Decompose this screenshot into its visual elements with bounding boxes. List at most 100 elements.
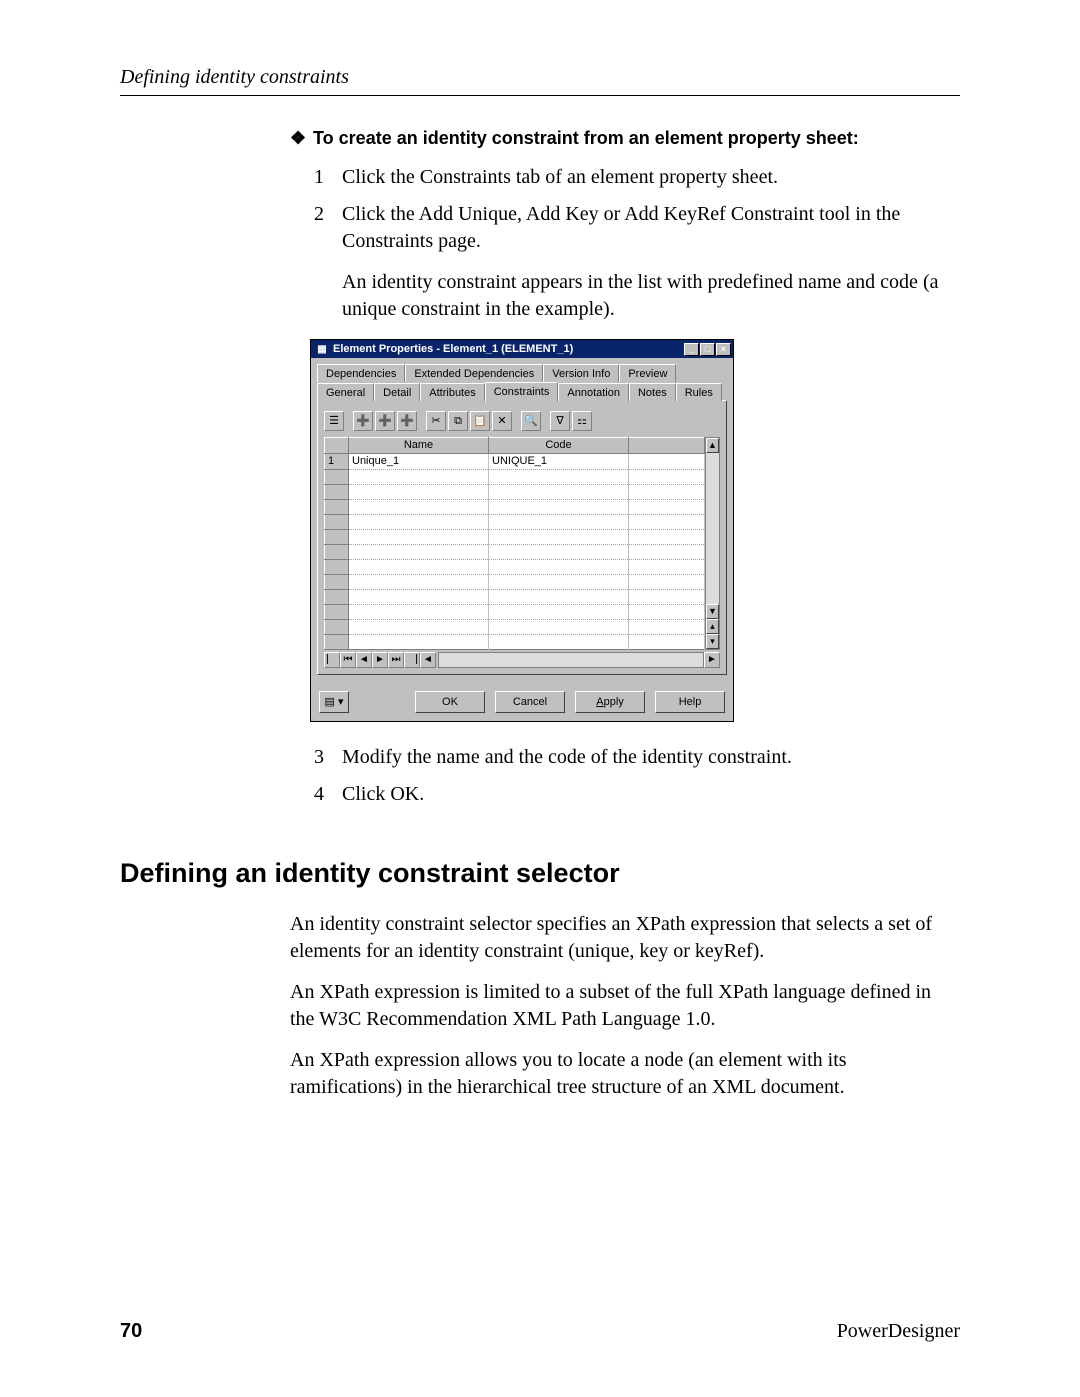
cell-code[interactable]: UNIQUE_1: [489, 454, 629, 470]
tab-rules[interactable]: Rules: [676, 383, 722, 401]
add-unique-icon[interactable]: ➕: [353, 411, 373, 431]
constraints-toolbar: ☰ ➕ ➕ ➕ ✂ ⧉ 📋 ✕ 🔍: [324, 409, 720, 437]
row-header-corner: [325, 438, 349, 454]
delete-icon[interactable]: ✕: [492, 411, 512, 431]
ok-button[interactable]: OK: [415, 691, 485, 713]
page-footer: 70 PowerDesigner: [120, 1320, 960, 1343]
tab-notes[interactable]: Notes: [629, 383, 676, 401]
table-row[interactable]: [325, 514, 705, 529]
step-item: 2 Click the Add Unique, Add Key or Add K…: [314, 201, 960, 255]
cell-name[interactable]: Unique_1: [349, 454, 489, 470]
step-list-1: 1 Click the Constraints tab of an elemen…: [314, 164, 960, 255]
constraints-grid[interactable]: Name Code 1 Unique_1 UNIQUE_1: [324, 437, 705, 650]
scroll-bottom-icon[interactable]: ▾: [706, 634, 719, 649]
table-row[interactable]: [325, 574, 705, 589]
prev-record-icon[interactable]: ◄: [356, 652, 372, 668]
tab-attributes[interactable]: Attributes: [420, 383, 484, 401]
tab-version-info[interactable]: Version Info: [543, 364, 619, 382]
tab-preview[interactable]: Preview: [619, 364, 676, 382]
step-number: 3: [314, 744, 342, 771]
customize-columns-icon[interactable]: ⚏: [572, 411, 592, 431]
tab-general[interactable]: General: [317, 383, 374, 401]
table-row[interactable]: [325, 604, 705, 619]
step-text: Click OK.: [342, 781, 424, 808]
first-record-icon[interactable]: ⎸: [324, 652, 340, 668]
result-paragraph: An identity constraint appears in the li…: [342, 269, 960, 323]
cancel-button[interactable]: Cancel: [495, 691, 565, 713]
table-row[interactable]: [325, 619, 705, 634]
col-code[interactable]: Code: [489, 438, 629, 454]
scroll-top-icon[interactable]: ▴: [706, 619, 719, 634]
table-row[interactable]: [325, 529, 705, 544]
last-record-icon[interactable]: ⎹: [404, 652, 420, 668]
table-row[interactable]: [325, 589, 705, 604]
minimize-button[interactable]: _: [684, 343, 699, 356]
element-properties-dialog: ▦ Element Properties - Element_1 (ELEMEN…: [310, 339, 734, 722]
paste-icon[interactable]: 📋: [470, 411, 490, 431]
scroll-right-icon[interactable]: ►: [704, 652, 720, 668]
grid-nav-bar: ⎸ ⏮ ◄ ► ⏭ ⎹ ◄ ►: [324, 652, 720, 668]
tab-detail[interactable]: Detail: [374, 383, 420, 401]
step-item: 1 Click the Constraints tab of an elemen…: [314, 164, 960, 191]
step-number: 2: [314, 201, 342, 255]
product-name: PowerDesigner: [837, 1320, 960, 1343]
copy-icon[interactable]: ⧉: [448, 411, 468, 431]
scroll-down-icon[interactable]: ▼: [706, 604, 719, 619]
section-heading: Defining an identity constraint selector: [120, 858, 960, 889]
step-item: 3 Modify the name and the code of the id…: [314, 744, 960, 771]
tab-dependencies[interactable]: Dependencies: [317, 364, 405, 382]
close-button[interactable]: ×: [716, 343, 731, 356]
page-number: 70: [120, 1320, 142, 1343]
step-number: 4: [314, 781, 342, 808]
row-number: 1: [325, 454, 349, 470]
maximize-button[interactable]: □: [700, 343, 715, 356]
horizontal-scrollbar[interactable]: [438, 652, 704, 668]
table-row[interactable]: [325, 469, 705, 484]
next-page-icon[interactable]: ⏭: [388, 652, 404, 668]
help-button[interactable]: Help: [655, 691, 725, 713]
add-keyref-icon[interactable]: ➕: [397, 411, 417, 431]
procedure-title-text: To create an identity constraint from an…: [313, 128, 859, 148]
add-key-icon[interactable]: ➕: [375, 411, 395, 431]
step-item: 4 Click OK.: [314, 781, 960, 808]
table-row[interactable]: [325, 634, 705, 649]
tab-row-top: Dependencies Extended Dependencies Versi…: [317, 364, 727, 382]
table-row[interactable]: [325, 499, 705, 514]
body-paragraph: An identity constraint selector specifie…: [290, 911, 960, 965]
cut-icon[interactable]: ✂: [426, 411, 446, 431]
diamond-bullet-icon: ❖: [290, 126, 308, 150]
dialog-button-bar: ▤ ▾ OK Cancel Apply Help: [311, 683, 733, 721]
step-list-2: 3 Modify the name and the code of the id…: [314, 744, 960, 808]
next-record-icon[interactable]: ►: [372, 652, 388, 668]
table-row[interactable]: [325, 559, 705, 574]
tab-row-bottom: General Detail Attributes Constraints An…: [317, 382, 727, 401]
apply-button[interactable]: Apply: [575, 691, 645, 713]
tab-extended-dependencies[interactable]: Extended Dependencies: [405, 364, 543, 382]
dialog-titlebar: ▦ Element Properties - Element_1 (ELEMEN…: [311, 340, 733, 358]
dialog-title: Element Properties - Element_1 (ELEMENT_…: [333, 342, 684, 357]
step-text: Click the Add Unique, Add Key or Add Key…: [342, 201, 960, 255]
scroll-up-icon[interactable]: ▲: [706, 438, 719, 453]
step-number: 1: [314, 164, 342, 191]
table-row[interactable]: [325, 544, 705, 559]
table-row[interactable]: 1 Unique_1 UNIQUE_1: [325, 454, 705, 470]
col-name[interactable]: Name: [349, 438, 489, 454]
body-paragraph: An XPath expression is limited to a subs…: [290, 979, 960, 1033]
tab-constraints[interactable]: Constraints: [485, 382, 559, 402]
tab-annotation[interactable]: Annotation: [558, 383, 629, 401]
app-icon: ▦: [315, 343, 329, 355]
properties-icon[interactable]: ☰: [324, 411, 344, 431]
vertical-scrollbar[interactable]: ▲ ▼ ▴ ▾: [705, 437, 720, 650]
more-menu-button[interactable]: ▤ ▾: [319, 691, 349, 713]
prev-page-icon[interactable]: ⏮: [340, 652, 356, 668]
col-blank: [629, 438, 705, 454]
table-row[interactable]: [325, 484, 705, 499]
filter-icon[interactable]: ∇: [550, 411, 570, 431]
constraints-panel: ☰ ➕ ➕ ➕ ✂ ⧉ 📋 ✕ 🔍: [317, 400, 727, 675]
body-paragraph: An XPath expression allows you to locate…: [290, 1047, 960, 1101]
step-text: Modify the name and the code of the iden…: [342, 744, 792, 771]
scroll-left-icon[interactable]: ◄: [420, 652, 436, 668]
find-icon[interactable]: 🔍: [521, 411, 541, 431]
header-rule: [120, 95, 960, 96]
procedure-title: ❖ To create an identity constraint from …: [290, 126, 960, 150]
